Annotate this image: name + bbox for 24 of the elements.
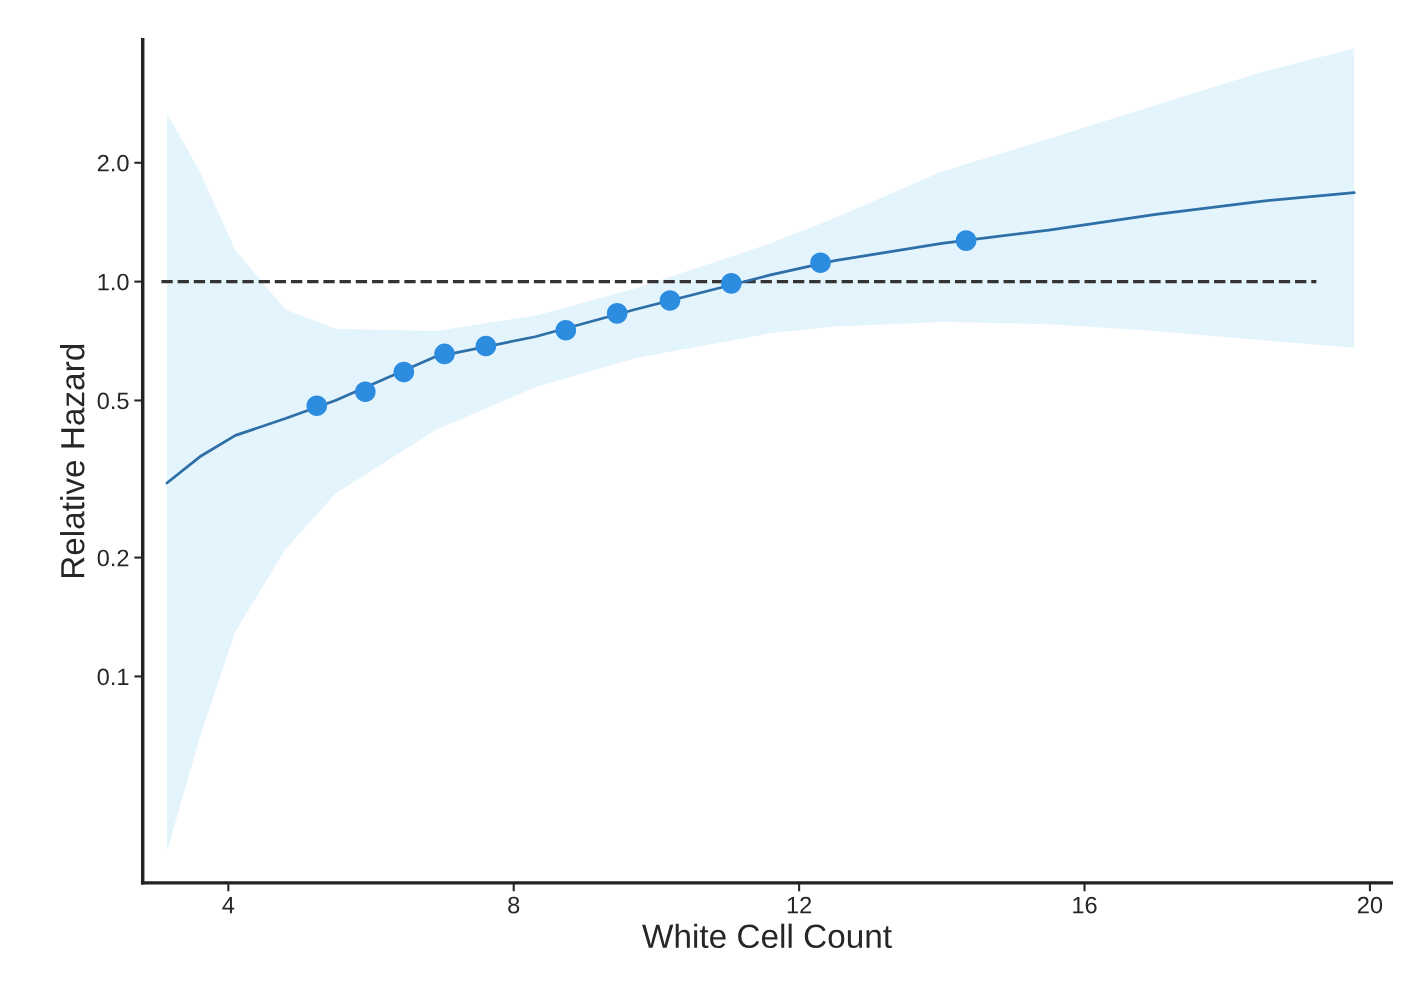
line-series (165, 191, 1356, 485)
x-axis-title: White Cell Count (642, 923, 892, 949)
y-tick-label: 1.0 (98, 273, 129, 291)
point (306, 395, 328, 416)
point (475, 335, 497, 357)
point (810, 252, 831, 274)
y-tick-label: 0.5 (97, 392, 129, 410)
y-tick-label: 2.0 (97, 154, 129, 172)
x-tick-label: 4 (222, 896, 235, 914)
point (955, 230, 977, 251)
point (721, 273, 742, 294)
point (555, 319, 577, 341)
x-tick-label: 8 (508, 896, 520, 914)
point (606, 303, 628, 324)
x-tick-label: 20 (1357, 896, 1383, 914)
y-axis-title: Relative Hazard (60, 344, 85, 578)
y-tick-label: 0.2 (97, 549, 129, 567)
point (355, 381, 376, 403)
y-tick-label: 0.1 (97, 668, 129, 686)
point (434, 343, 455, 365)
x-tick-label: 12 (787, 896, 812, 914)
point (659, 290, 681, 311)
point (393, 361, 415, 383)
x-tick-label: 16 (1073, 896, 1097, 914)
